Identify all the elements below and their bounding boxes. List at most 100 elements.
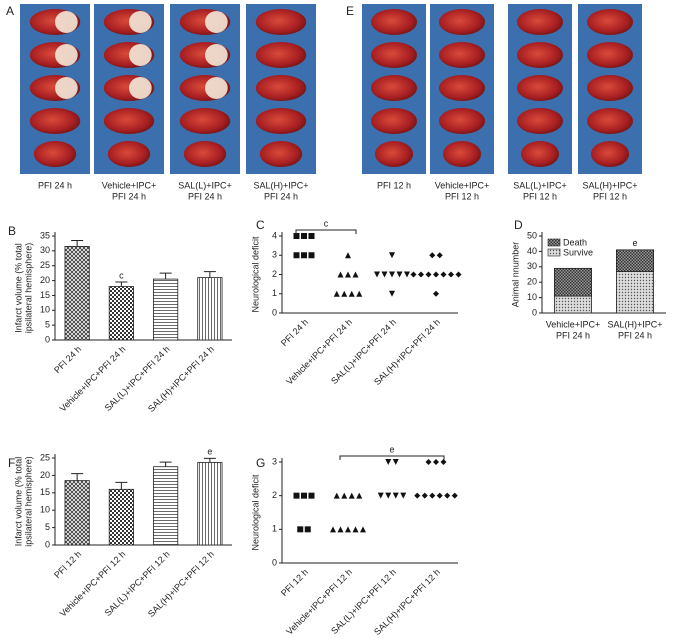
brain-slice	[516, 75, 564, 101]
panel-letter: A	[6, 4, 14, 18]
x-tick-label: PFI 24 h	[556, 330, 590, 340]
y-tick-label: 3	[272, 456, 277, 466]
brain-slice	[255, 42, 307, 68]
y-axis-label: Neurological deficit	[250, 474, 260, 551]
photo-caption: PFI 12 h	[377, 180, 411, 190]
legend-swatch	[547, 238, 561, 247]
data-point	[352, 271, 359, 278]
data-point	[297, 526, 304, 533]
data-point	[345, 526, 351, 533]
data-point	[374, 271, 380, 278]
panel-letter: B	[8, 224, 16, 238]
y-tick-label: 25	[40, 452, 50, 462]
data-point	[404, 271, 410, 278]
y-tick-label: 5	[45, 320, 50, 330]
data-point	[414, 492, 421, 499]
error-bar	[159, 461, 172, 467]
error-bar	[203, 271, 216, 278]
data-point	[377, 492, 384, 499]
infarct	[129, 44, 152, 66]
y-tick-label: 40	[527, 246, 537, 256]
infarct	[205, 77, 228, 99]
error-bar	[203, 457, 216, 463]
data-point	[341, 492, 348, 499]
data-point	[436, 252, 443, 259]
y-tick-label: 0	[532, 307, 537, 317]
y-tick-label: 20	[40, 470, 50, 480]
x-tick-label: PFI 24 h	[618, 330, 652, 340]
photo-caption: PFI 12 h	[445, 191, 479, 201]
y-tick-label: 3	[272, 250, 277, 260]
x-tick-label: SAL(H)+IPC+	[607, 319, 662, 329]
data-point	[410, 271, 417, 278]
brain-slice	[438, 108, 486, 134]
data-point	[429, 492, 436, 499]
bracket-label: e	[389, 444, 394, 454]
y-tick-label: 0	[45, 334, 50, 344]
y-tick-label: 30	[40, 245, 50, 255]
data-point	[433, 290, 439, 297]
annotation: e	[632, 238, 637, 248]
data-point	[455, 271, 462, 278]
data-point	[418, 271, 424, 278]
data-point	[308, 492, 315, 499]
photo-caption: PFI 12 h	[523, 191, 557, 201]
brain-slice	[374, 141, 414, 167]
photo-caption: Vehicle+IPC+	[102, 180, 157, 190]
brain-slice	[370, 42, 418, 68]
data-point	[392, 492, 399, 499]
data-point	[425, 459, 432, 465]
y-axis-label: ipsilateral hemisphere)	[23, 243, 33, 334]
brain-slice	[103, 108, 155, 134]
brain-slice	[442, 141, 482, 167]
infarct	[129, 77, 152, 99]
bar-segment	[554, 267, 593, 297]
data-point	[389, 290, 395, 297]
y-axis-label: Infarct volume (% total	[13, 243, 23, 333]
data-point	[308, 233, 315, 239]
y-tick-label: 20	[527, 277, 537, 287]
data-point	[345, 271, 351, 278]
brain-slice	[370, 108, 418, 134]
data-point	[440, 271, 447, 278]
data-point	[301, 233, 307, 239]
photo-caption: PFI 12 h	[593, 191, 627, 201]
bar	[64, 480, 90, 546]
x-tick-label: PFI 24 h	[52, 344, 83, 375]
y-tick-label: 0	[272, 557, 277, 567]
brain-slice	[255, 75, 307, 101]
panel-letter: D	[514, 218, 523, 232]
bracket	[295, 229, 357, 234]
x-tick-label: PFI 24 h	[279, 317, 310, 348]
data-point	[451, 492, 458, 499]
brain-slice	[586, 9, 634, 35]
brain-slice	[438, 9, 486, 35]
infarct	[54, 11, 78, 33]
brain-slice	[586, 75, 634, 101]
data-point	[396, 271, 403, 278]
data-point	[389, 271, 395, 278]
y-tick-label: 2	[272, 490, 277, 500]
bar-segment	[616, 271, 655, 314]
photo-caption: SAL(H)+IPC+	[253, 180, 308, 190]
y-axis-label: Infarct volume (% total	[13, 457, 23, 547]
y-tick-label: 1	[272, 288, 277, 298]
infarct	[54, 77, 78, 99]
bar	[153, 278, 179, 341]
legend-label: Death	[563, 237, 587, 247]
infarct	[54, 44, 78, 66]
error-bar	[71, 239, 84, 247]
data-point	[440, 459, 447, 465]
brain-slice	[586, 42, 634, 68]
data-point	[436, 492, 443, 499]
data-point	[425, 271, 432, 278]
brain-slice	[33, 141, 77, 167]
data-point	[348, 290, 355, 297]
data-point	[337, 526, 344, 533]
data-point	[389, 252, 395, 259]
bracket	[339, 455, 445, 460]
y-tick-label: 15	[40, 290, 50, 300]
brain-slice	[255, 9, 307, 35]
infarct	[129, 11, 152, 33]
